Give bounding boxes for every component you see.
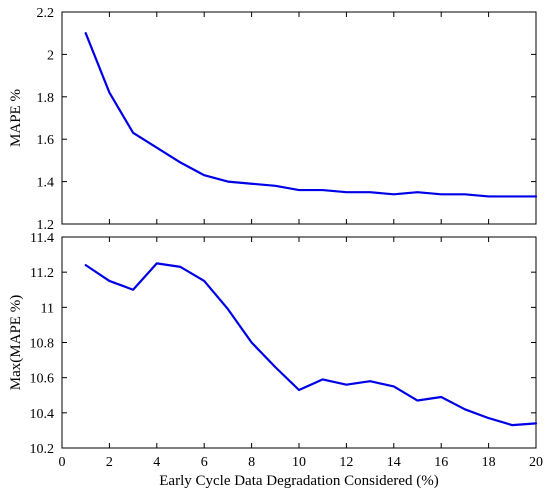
panel-2-xtick-label: 18 [482,455,496,470]
panel-2-xtick-label: 2 [106,455,113,470]
panel-1-ytick-label: 1.4 [37,176,55,191]
panel-2-ytick-label: 10.2 [30,442,55,457]
panel-2-ytick-label: 10.6 [30,372,55,387]
panel-2-ytick-label: 10.4 [30,407,55,422]
panel-2-xtick-label: 20 [529,455,543,470]
panel-2-axes-frame [61,236,537,449]
panel-1-ytick-label: 1.6 [37,133,55,148]
panel-2-xtick-label: 8 [248,455,255,470]
panel-2-xtick-label: 16 [434,455,448,470]
panel-1-ylabel: MAPE % [8,89,24,147]
panel-2-series-line [84,262,538,427]
panel-2-xlabel: Early Cycle Data Degradation Considered … [159,473,438,489]
panel-1-ytick-label: 1.2 [37,218,55,233]
panel-2-xtick-label: 10 [292,455,306,470]
panel-1-ytick-label: 1.8 [37,91,55,106]
panel-2-ytick-label: 11 [41,301,54,316]
panel-2-xtick-label: 12 [339,455,353,470]
panel-1-ytick-label: 2 [47,48,54,63]
panel-2-ytick-label: 10.8 [30,337,55,352]
panel-1-series-line [84,32,538,198]
panel-1-axes-frame [61,11,537,225]
panel-1-ytick-label: 2.2 [37,6,55,21]
panel-2-ytick-label: 11.2 [30,266,54,281]
panel-2-ylabel: Max(MAPE %) [8,295,24,390]
panel-2-xtick-label: 4 [153,455,160,470]
panel-2-ytick-label: 11.4 [30,231,54,246]
panel-2-xtick-label: 6 [201,455,208,470]
panel-2-xtick-label: 0 [59,455,66,470]
panel-2-xtick-label: 14 [387,455,401,470]
